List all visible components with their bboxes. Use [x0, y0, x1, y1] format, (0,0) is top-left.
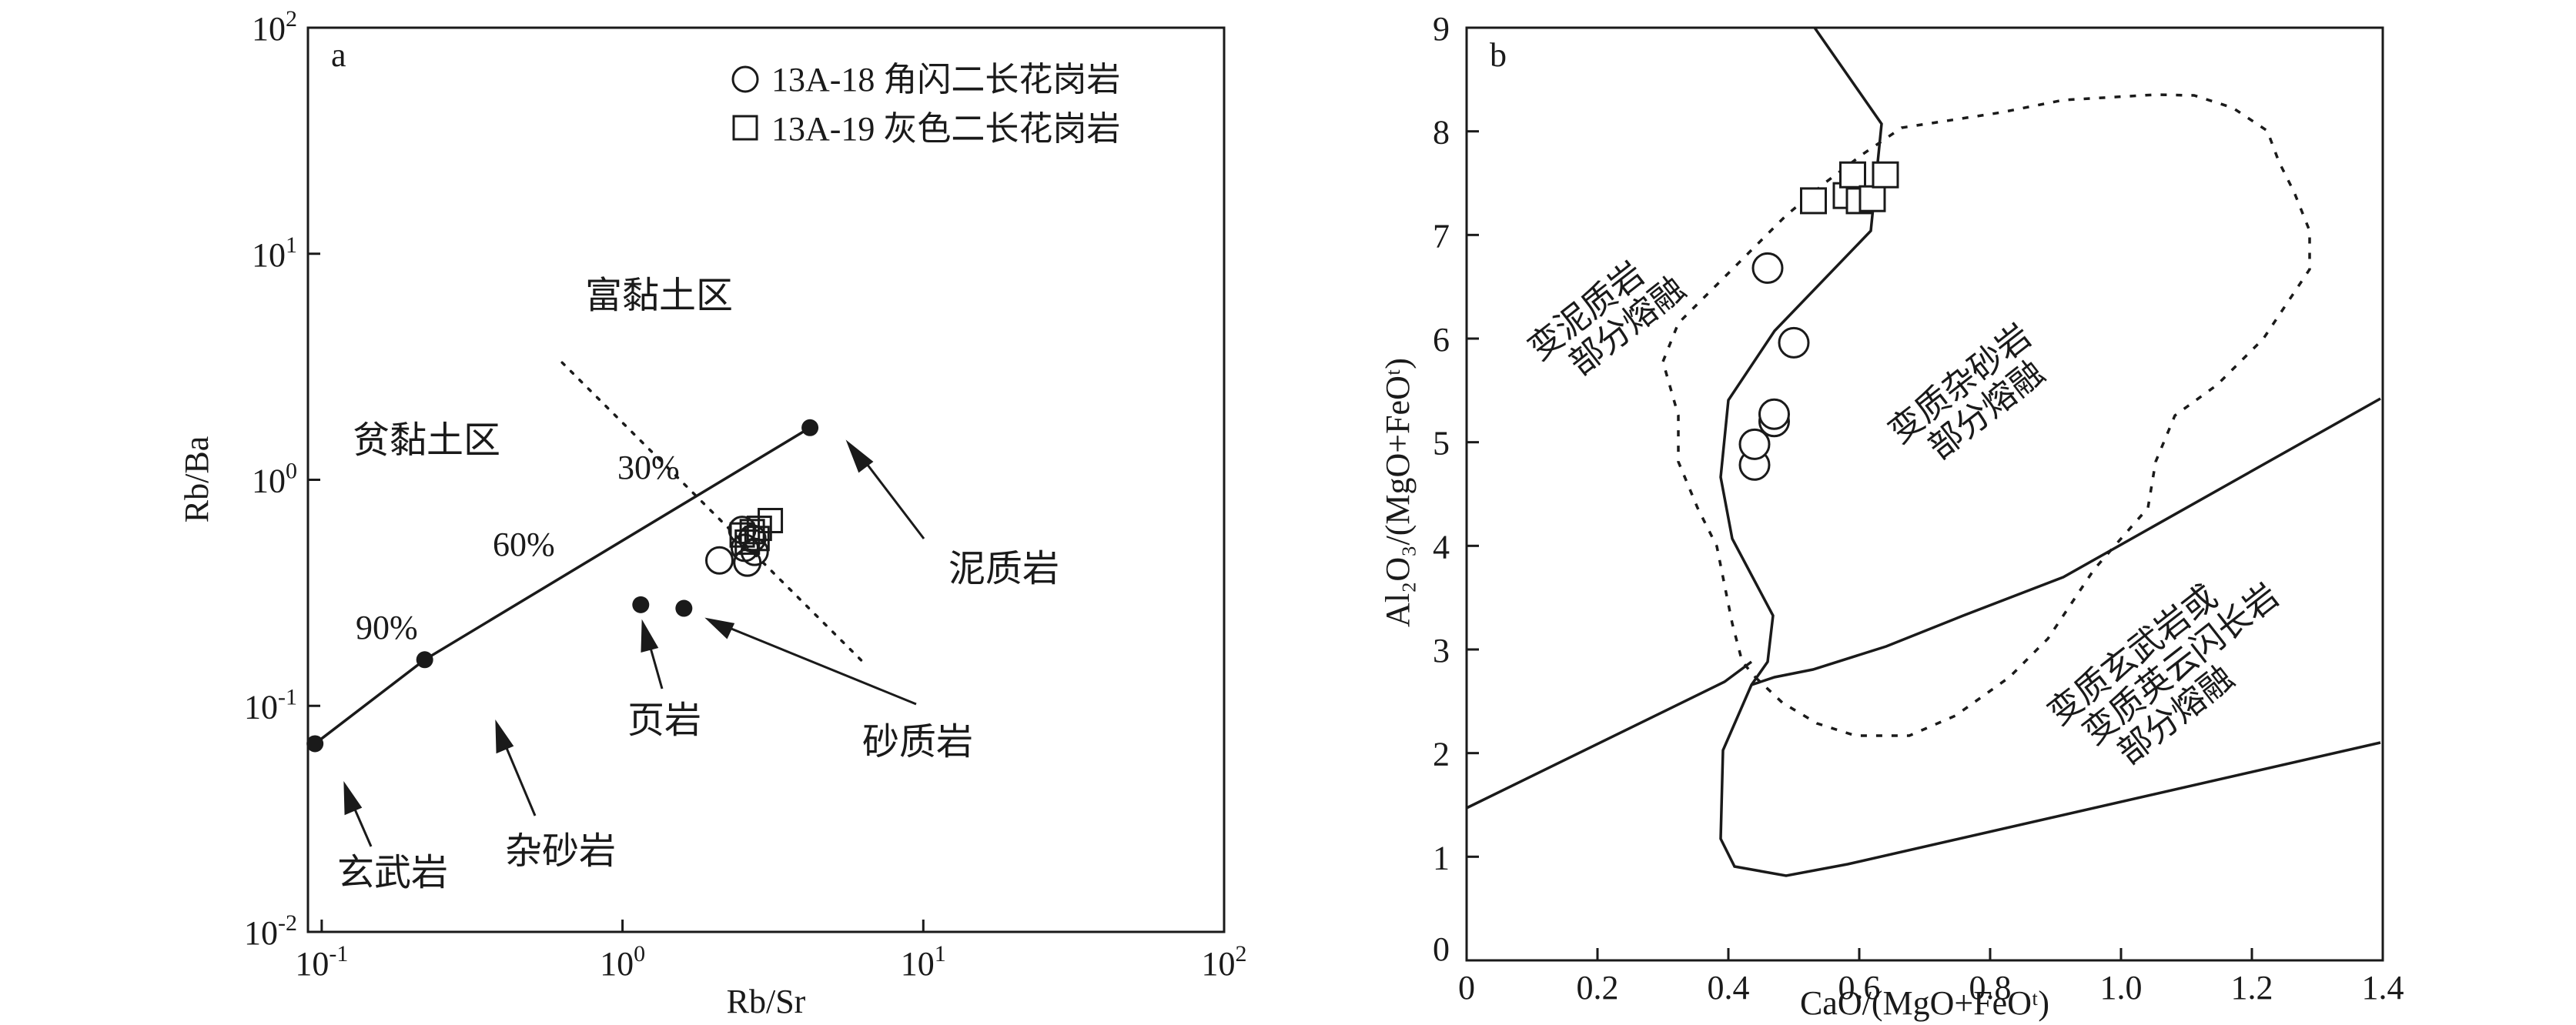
x-tick-label-a: 101: [901, 941, 946, 983]
boundary-metabasalt: [1751, 397, 2381, 686]
y-axis-label-b: Al₂O₃/(MgO+FeOᵗ): [1379, 358, 1417, 627]
legend-marker-square: [732, 115, 758, 141]
arrow-mudstone-head: [845, 439, 874, 473]
x-tick-label-b: 0.8: [1969, 969, 2012, 1007]
y-tick-label-b: 6: [1433, 321, 1450, 359]
x-axis-label-a: Rb/Sr: [727, 983, 806, 1020]
panel-b: b 0 0.2 0.4 0.6 0.8 1.0 1.2 1.4 0 1 2 3 4 5 6 7 8 9 CaO/…: [1379, 10, 2404, 1022]
line-label-60: 60%: [493, 526, 555, 563]
boundary-lower-curve: [1466, 660, 1753, 810]
legend-label-13a-19: 13A-19 灰色二长花岗岩: [771, 110, 1120, 148]
field-boundaries: [1466, 27, 2381, 877]
legend-marker-circle: [731, 65, 759, 93]
arrow-basalt: [351, 803, 373, 847]
annotation-arrows: [343, 439, 925, 847]
point-13a-18: [738, 524, 767, 553]
y-tick-label-a: 102: [252, 6, 297, 48]
point-13a-19: [1872, 161, 1899, 189]
field-label-clay-rich: 富黏土区: [585, 275, 733, 316]
x-tick-label-b: 0.2: [1577, 969, 1619, 1007]
annotation-mudstone: 泥质岩: [948, 549, 1059, 589]
field-label-metabasalt: 变质玄武岩或 变质英云闪长岩 部分熔融: [2041, 576, 2286, 772]
point-13a-18: [1751, 252, 1784, 284]
point-13a-19: [1800, 187, 1827, 215]
x-tick-label-b: 1.4: [2362, 969, 2404, 1007]
y-tick-label-b: 9: [1433, 10, 1450, 48]
point-reference: [306, 735, 324, 753]
y-tick-label-b: 8: [1433, 114, 1450, 152]
plot-b-frame: [1465, 26, 2384, 962]
point-13a-18: [1778, 326, 1810, 359]
y-tick-label-b: 5: [1433, 425, 1450, 462]
arrow-basalt-head: [343, 780, 363, 816]
arrow-sandstone-head: [704, 617, 735, 639]
x-axis-label-b: CaO/(MgO+FeOᵗ): [1800, 984, 2049, 1022]
point-13a-18: [1738, 428, 1771, 460]
field-label-metagreywacke: 变质杂砂岩 部分熔融: [1882, 317, 2051, 467]
arrow-shale-head: [641, 619, 659, 653]
data-points-b: [1738, 161, 1899, 481]
y-tick-label-a: 10-2: [244, 910, 297, 952]
y-tick-label-b: 2: [1433, 736, 1450, 773]
x-tick-label-a: 10-1: [295, 941, 348, 983]
legend: 13A-18 角闪二长花岗岩 13A-19 灰色二长花岗岩: [731, 61, 1120, 148]
point-reference: [801, 419, 819, 436]
arrow-greywacke-head: [495, 719, 514, 754]
mixing-line: [314, 426, 811, 745]
x-tick-label-b: 1.2: [2231, 969, 2273, 1007]
point-13a-18: [704, 546, 734, 575]
y-axis-b: 0 1 2 3 4 5 6 7 8 9: [1433, 10, 1479, 968]
y-tick-label-a: 101: [252, 232, 297, 274]
plot-a-frame: [306, 26, 1226, 933]
y-tick-label-b: 0: [1433, 930, 1450, 968]
x-tick-label-b: 0: [1458, 969, 1475, 1007]
line-label-30: 30%: [617, 449, 680, 486]
y-tick-label-a: 100: [252, 459, 297, 500]
x-tick-label-a: 100: [600, 941, 645, 983]
y-tick-label-b: 3: [1433, 632, 1450, 669]
panel-a-label: a: [331, 36, 346, 74]
field-label-clay-poor: 贫黏土区: [353, 420, 500, 461]
y-tick-label-b: 7: [1433, 217, 1450, 255]
point-reference: [632, 596, 650, 613]
point-13a-19: [1858, 185, 1886, 212]
line-label-90: 90%: [356, 609, 418, 646]
point-reference: [675, 599, 693, 617]
arrow-mudstone: [861, 457, 925, 539]
y-tick-label-a: 10-1: [244, 684, 297, 726]
y-tick-label-b: 1: [1433, 839, 1450, 876]
arrow-sandstone: [727, 626, 917, 706]
dotted-divider-line: [560, 361, 868, 668]
panel-b-label: b: [1490, 36, 1507, 74]
point-13a-18: [1758, 398, 1790, 430]
point-13a-19: [1839, 161, 1866, 189]
data-points-a: [306, 419, 819, 753]
x-axis-a: 10-1 100 101 102: [295, 920, 1247, 983]
point-13a-19: [729, 522, 755, 548]
annotation-shale: 页岩: [627, 700, 701, 741]
boundary-metagreywacke: [1661, 93, 2311, 737]
x-tick-label-b: 0.4: [1708, 969, 1750, 1007]
annotation-sandstone: 砂质岩: [862, 722, 973, 763]
x-axis-b: 0 0.2 0.4 0.6 0.8 1.0 1.2 1.4: [1458, 948, 2404, 1007]
x-tick-label-b: 1.0: [2100, 969, 2143, 1007]
x-tick-label-b: 0.6: [1838, 969, 1881, 1007]
point-13a-19: [744, 526, 770, 552]
arrow-shale: [647, 642, 664, 689]
annotation-basalt: 玄武岩: [337, 853, 448, 893]
point-reference: [416, 651, 433, 669]
y-axis-label-a: Rb/Ba: [178, 436, 216, 523]
legend-label-13a-18: 13A-18 角闪二长花岗岩: [771, 61, 1120, 98]
arrow-greywacke: [503, 742, 537, 816]
y-tick-label-b: 4: [1433, 528, 1450, 566]
point-13a-19: [758, 508, 784, 534]
boundary-metapelite: [1719, 27, 2381, 877]
annotation-greywacke: 杂砂岩: [505, 831, 616, 872]
x-tick-label-a: 102: [1202, 941, 1247, 983]
